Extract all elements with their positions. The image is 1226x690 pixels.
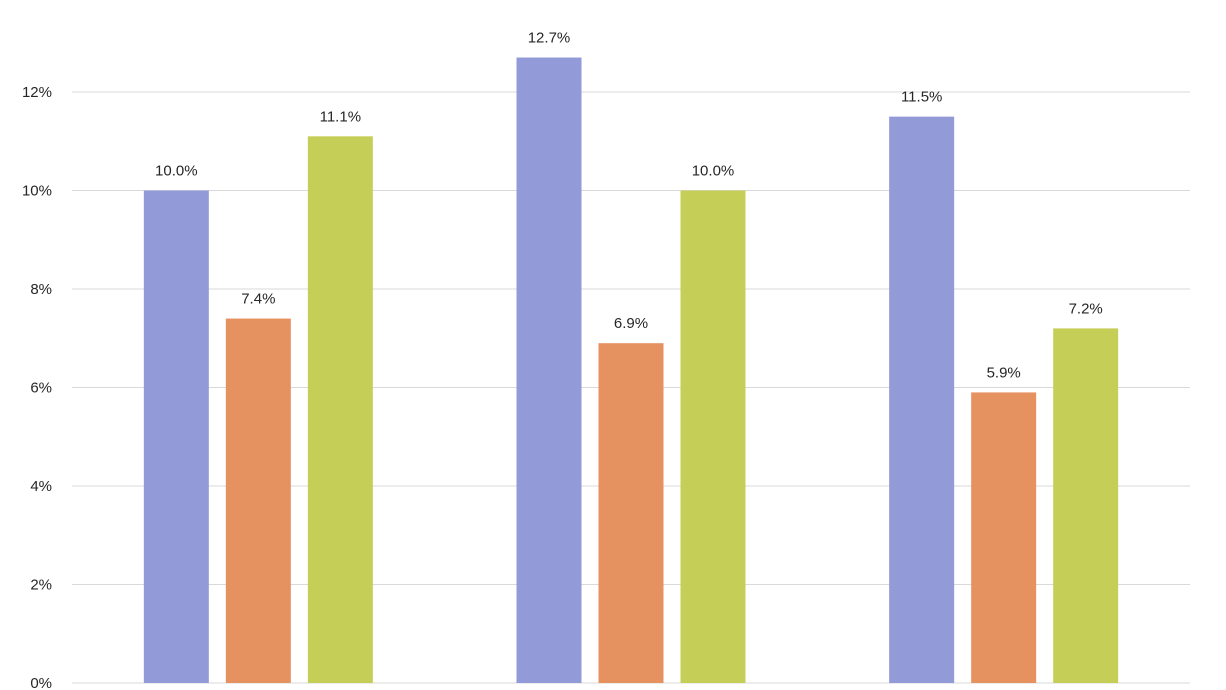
data-label: 5.9%: [987, 364, 1021, 381]
bar: [889, 116, 955, 683]
data-label: 7.4%: [241, 291, 275, 308]
y-axis-tick-labels: 0% 2% 4% 6% 8% 10% 12%: [22, 84, 52, 690]
bar: [225, 318, 291, 683]
y-tick-label: 12%: [22, 84, 52, 101]
data-label: 10.0%: [692, 163, 735, 180]
bar: [516, 57, 582, 683]
bar: [307, 136, 373, 683]
y-tick-label: 6%: [30, 380, 52, 397]
y-tick-label: 4%: [30, 478, 52, 495]
data-label: 12.7%: [528, 30, 571, 47]
y-tick-label: 0%: [30, 675, 52, 690]
bar: [143, 190, 209, 683]
bars: [143, 57, 1119, 683]
y-tick-label: 10%: [22, 183, 52, 200]
data-label: 7.2%: [1069, 300, 1103, 317]
data-label: 10.0%: [155, 163, 198, 180]
data-label: 6.9%: [614, 315, 648, 332]
y-tick-label: 8%: [30, 281, 52, 298]
bar: [680, 190, 746, 683]
data-label: 11.1%: [320, 108, 361, 125]
data-labels: 10.0% 7.4% 11.1% 12.7% 6.9% 10.0% 11.5% 5.9% 7.2…: [155, 30, 1103, 382]
bar: [598, 343, 664, 683]
y-tick-label: 2%: [30, 577, 52, 594]
bar: [1053, 328, 1119, 683]
data-label: 11.5%: [901, 89, 942, 106]
bar: [971, 392, 1037, 683]
